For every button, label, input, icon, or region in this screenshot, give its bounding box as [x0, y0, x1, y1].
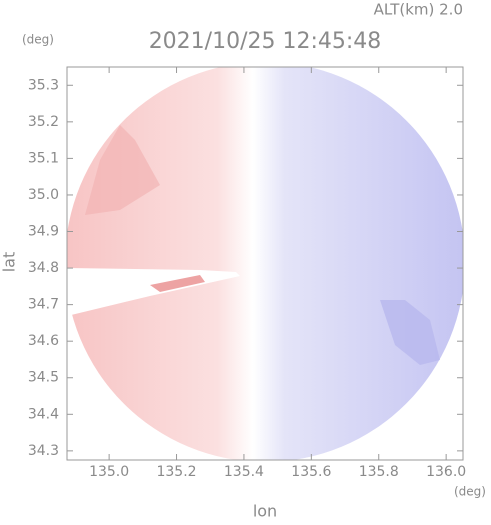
y-tick-label: 34.8 [28, 260, 59, 276]
chart-title: 2021/10/25 12:45:48 [149, 29, 382, 54]
altitude-label: ALT(km) 2.0 [374, 1, 463, 19]
y-tick-label: 34.5 [28, 370, 59, 386]
y-tick-label: 34.6 [28, 333, 59, 349]
y-tick-label: 34.7 [28, 297, 59, 313]
x-unit: (deg) [454, 485, 486, 499]
plot-frame [66, 66, 464, 461]
y-tick-label: 35.1 [28, 150, 59, 166]
y-axis-label: lat [0, 252, 19, 273]
x-tick-label: 136.0 [426, 464, 466, 480]
y-tick-label: 35.2 [28, 114, 59, 130]
y-tick-label: 34.9 [28, 224, 59, 240]
radar-field [67, 67, 463, 460]
x-tick-label: 135.6 [291, 464, 331, 480]
y-tick-label: 35.0 [28, 187, 59, 203]
y-tick-label: 34.4 [28, 406, 59, 422]
y-unit: (deg) [22, 33, 54, 47]
x-axis-label: lon [253, 502, 277, 521]
x-tick-label: 135.0 [89, 464, 129, 480]
x-tick-label: 135.4 [224, 464, 264, 480]
y-tick-label: 35.3 [28, 77, 59, 93]
y-tick-label: 34.3 [28, 443, 59, 459]
x-tick-label: 135.2 [156, 464, 196, 480]
x-tick-label: 135.8 [359, 464, 399, 480]
